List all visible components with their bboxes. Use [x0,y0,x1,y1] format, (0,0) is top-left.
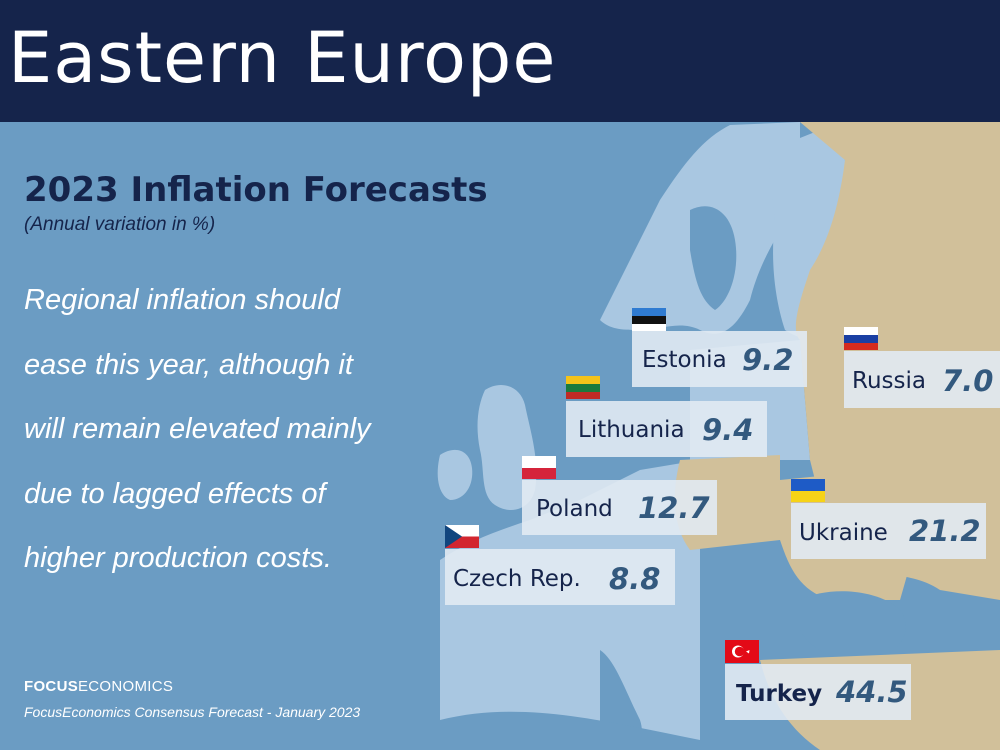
summary-line: Regional inflation should [24,284,340,316]
russia-flag-icon [844,327,878,350]
country-value: 9.4 [702,413,754,447]
country-label-estonia: Estonia 9.2 [632,331,807,387]
units-note: (Annual variation in %) [24,214,216,235]
ukraine-flag-icon [791,479,825,502]
country-name: Ukraine [799,520,888,546]
country-value: 44.5 [836,675,908,709]
summary-line: higher production costs. [24,542,332,574]
black-sea [800,591,906,661]
czech-flag-icon [445,525,479,548]
ireland-landmass [437,449,473,500]
chart-subtitle: 2023 Inflation Forecasts [24,170,488,210]
country-value: 21.2 [909,514,981,548]
page-title: Eastern Europe [8,17,557,99]
summary-line: ease this year, although it [24,348,353,381]
summary-line: will remain elevated mainly [24,413,371,445]
country-name: Estonia [642,347,727,373]
country-label-ukraine: Ukraine 21.2 [791,503,986,559]
brand-regular: ECONOMICS [78,678,174,695]
poland-flag-icon [522,456,556,479]
summary-note: Regional inflation should ease this year… [24,268,414,591]
country-label-lithuania: Lithuania 9.4 [566,401,767,457]
brand-logo: FOCUSECONOMICS [24,678,173,695]
brand-bold: FOCUS [24,678,78,695]
country-value: 9.2 [742,343,794,377]
turkey-flag-icon [725,640,759,663]
country-label-czech: Czech Rep. 8.8 [445,549,675,605]
country-name: Lithuania [578,417,685,443]
country-name: Czech Rep. [453,566,581,592]
country-name: Russia [852,368,926,394]
country-value: 7.0 [942,364,994,398]
country-label-poland: Poland 12.7 [522,480,717,535]
country-value: 8.8 [609,562,661,596]
header-bar: Eastern Europe [0,0,1000,122]
lithuania-flag-icon [566,376,600,399]
source-note: FocusEconomics Consensus Forecast - Janu… [24,704,361,720]
estonia-flag-icon [632,308,666,331]
uk-landmass [477,385,537,510]
country-label-russia: Russia 7.0 [844,351,1000,408]
country-label-turkey: Turkey 44.5 [725,664,911,720]
summary-line: due to lagged effects of [24,477,326,510]
country-value: 12.7 [638,491,710,525]
country-name: Poland [536,496,613,522]
country-name: Turkey [736,681,823,707]
mediterranean-sea [440,711,700,750]
